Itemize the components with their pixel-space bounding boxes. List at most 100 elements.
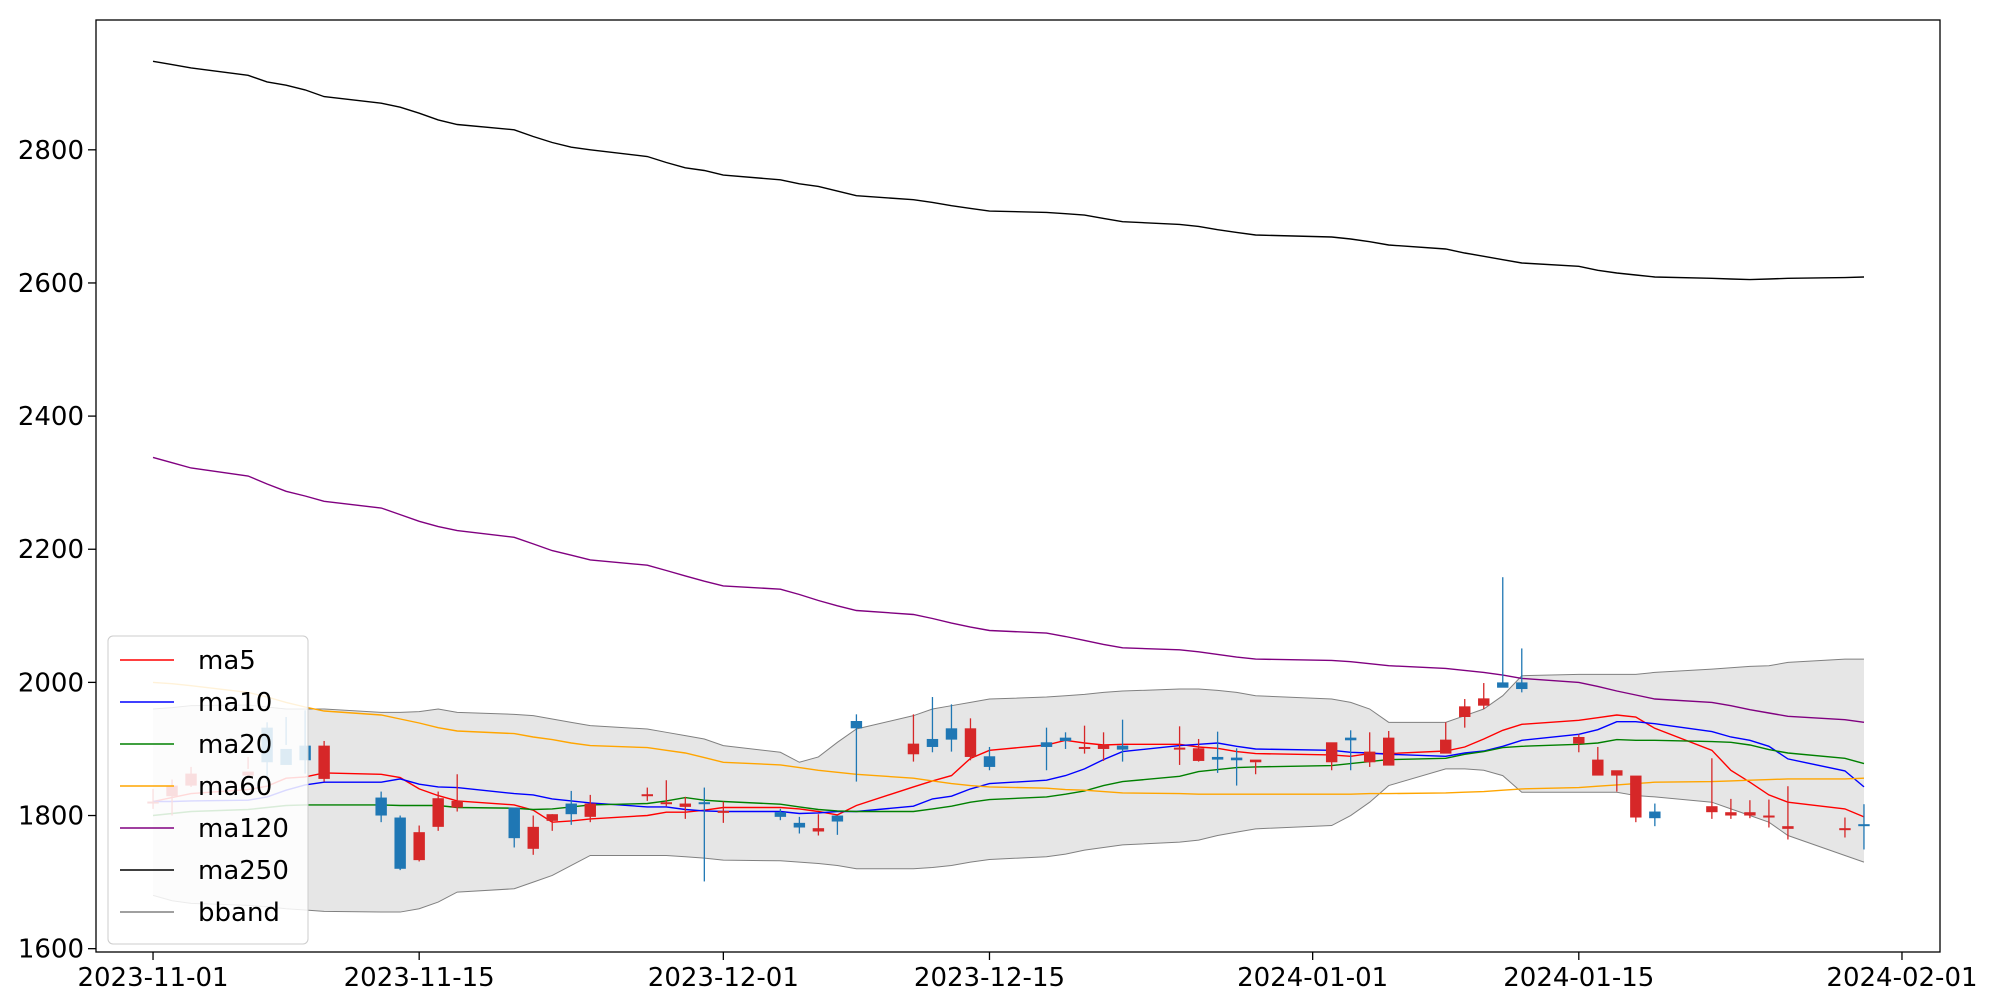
legend-label: bband <box>198 898 280 928</box>
candle-body <box>1706 806 1718 813</box>
candle-body <box>1382 737 1395 766</box>
candle-body <box>1230 757 1243 761</box>
candle-body <box>1211 756 1224 760</box>
candle-body <box>812 828 825 832</box>
candle-body <box>1059 737 1072 741</box>
candle-body <box>565 803 577 815</box>
candle <box>1116 719 1129 762</box>
candle <box>1744 800 1756 819</box>
candle <box>812 814 825 836</box>
candle <box>850 714 863 782</box>
candle-body <box>413 832 425 861</box>
candle <box>1573 734 1585 753</box>
legend-label: ma60 <box>198 772 272 802</box>
candle <box>508 807 520 848</box>
candle <box>451 774 463 812</box>
x-axis: 2023-11-01 2023-11-15 2023-12-01 2023-12-15… <box>77 952 1978 993</box>
legend-entry-ma10: ma10 <box>120 688 272 718</box>
candle-body <box>1839 828 1851 831</box>
legend-entry-bband: bband <box>120 898 280 928</box>
candle-body <box>1097 744 1110 749</box>
moving-average-lines <box>152 60 1865 823</box>
candle-body <box>508 807 520 839</box>
candle-body <box>1858 824 1870 827</box>
candle <box>1497 577 1509 688</box>
x-tick-label: 2024-01-15 <box>1503 963 1654 993</box>
candle <box>1173 726 1186 765</box>
x-tick-label: 2024-01-01 <box>1237 963 1388 993</box>
bollinger-band-layer <box>152 658 1865 913</box>
legend-entry-ma120: ma120 <box>120 814 289 844</box>
candle-body <box>641 794 654 797</box>
candle <box>1230 748 1243 786</box>
x-tick-label: 2023-12-15 <box>914 963 1065 993</box>
candle-body <box>1344 737 1357 741</box>
legend-label: ma120 <box>198 814 289 844</box>
candle-body <box>1497 682 1509 688</box>
candle-body <box>945 728 958 740</box>
candle-body <box>1744 812 1756 816</box>
plot-frame <box>95 19 1941 953</box>
ma120-line <box>152 456 1865 723</box>
y-tick-label: 2800 <box>18 136 84 166</box>
legend-label: ma20 <box>198 730 272 760</box>
candle-body <box>1516 682 1528 690</box>
y-axis: 1600 1800 2000 2200 2400 2600 2800 <box>18 136 96 965</box>
candle-body <box>907 743 920 755</box>
candle <box>1763 799 1775 828</box>
candle <box>1344 730 1357 771</box>
y-tick-label: 1600 <box>18 935 84 965</box>
candle <box>1059 732 1072 749</box>
bband-lower-line <box>152 768 1865 913</box>
candle-body <box>527 826 539 849</box>
candle <box>565 790 577 825</box>
candle-body <box>698 802 711 805</box>
legend-box <box>107 635 309 945</box>
x-tick-label: 2024-02-01 <box>1826 963 1977 993</box>
candle <box>793 816 806 834</box>
candle-body <box>1078 746 1091 749</box>
candle-body <box>1725 812 1737 816</box>
candle-body <box>717 810 730 813</box>
candle <box>584 794 596 823</box>
candle-body <box>1630 775 1642 818</box>
candle-body <box>850 720 863 729</box>
legend-label: ma250 <box>198 856 289 886</box>
candle <box>1782 786 1794 840</box>
candle <box>983 746 996 771</box>
candle <box>679 796 692 819</box>
candle <box>1725 798 1737 819</box>
y-tick-label: 2600 <box>18 269 84 299</box>
legend-entry-ma20: ma20 <box>120 730 272 760</box>
candle-body <box>1782 826 1794 829</box>
legend-label: ma10 <box>198 688 272 718</box>
legend-entry-ma5: ma5 <box>120 646 256 676</box>
candle <box>1839 817 1851 838</box>
candle-body <box>1325 742 1338 763</box>
candle-body <box>1478 698 1490 706</box>
candle <box>1325 742 1338 771</box>
ma60-line <box>152 681 1865 795</box>
x-tick-label: 2023-11-15 <box>344 963 495 993</box>
candle <box>375 791 387 823</box>
candle-body <box>793 822 806 828</box>
y-tick-label: 2200 <box>18 535 84 565</box>
candle <box>413 825 425 862</box>
candle-body <box>1040 742 1053 747</box>
x-tick-label: 2023-12-01 <box>648 963 799 993</box>
candle-body <box>1173 747 1186 750</box>
candle-body <box>679 803 692 807</box>
candle <box>1211 731 1224 773</box>
candle <box>926 697 939 753</box>
candle-body <box>660 802 673 805</box>
candle-body <box>831 815 844 822</box>
candle <box>945 704 958 752</box>
candle-body <box>584 803 596 817</box>
candle <box>964 718 977 761</box>
legend-entry-ma250: ma250 <box>120 856 289 886</box>
candle-body <box>1611 770 1623 776</box>
candle <box>1858 804 1870 850</box>
candle-body <box>451 800 463 808</box>
